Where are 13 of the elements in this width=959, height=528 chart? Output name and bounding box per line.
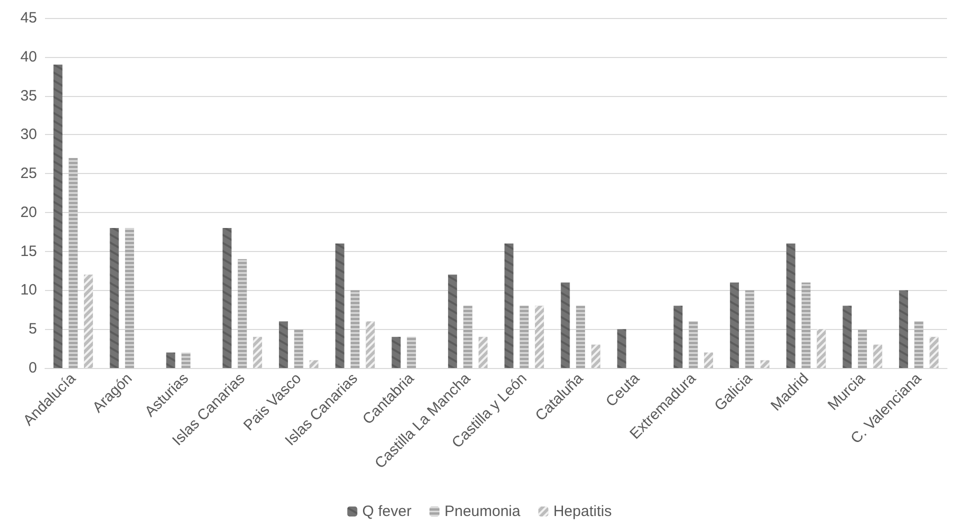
y-tick-label: 30 [20,126,37,144]
legend-label: Hepatitis [553,503,612,520]
y-tick-label: 45 [20,10,37,26]
legend-label: Pneumonia [444,503,522,520]
y-tick-label: 40 [20,48,37,66]
y-tick-label: 25 [20,165,37,182]
y-tick-label: 20 [20,204,37,221]
legend-label: Q fever [362,503,412,520]
y-tick-label: 15 [20,242,37,260]
y-tick-label: 10 [20,282,37,299]
y-tick-label: 35 [20,87,37,104]
y-tick-label: 0 [28,360,37,376]
y-tick-label: 5 [28,320,37,338]
